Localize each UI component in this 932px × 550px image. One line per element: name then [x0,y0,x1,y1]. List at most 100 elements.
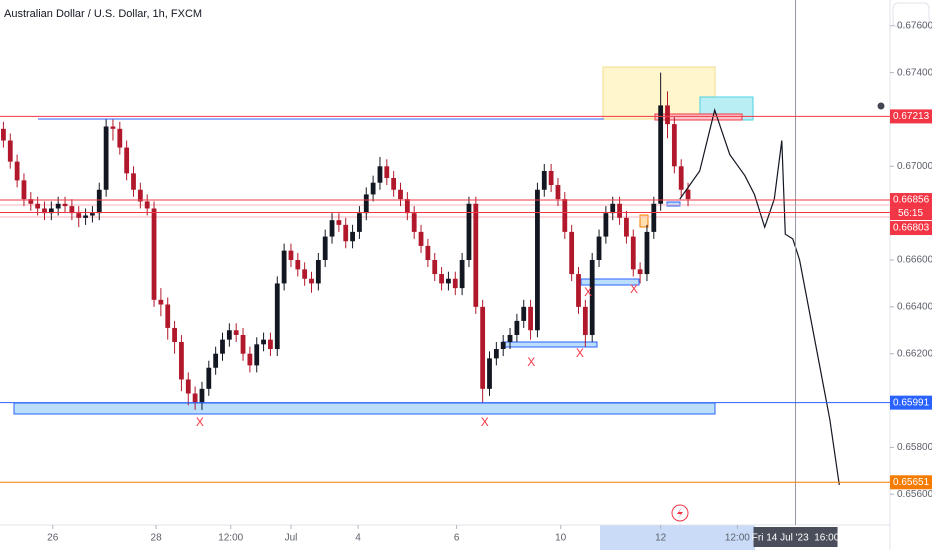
crosshair-label-box [753,527,838,547]
candle-body [165,304,171,328]
price-label-box [890,221,932,236]
candle-body [288,250,294,260]
x-tick-label: Jul [285,533,298,544]
candle-body [370,182,376,195]
y-tick-label: 0.67400 [897,67,932,78]
candle-body [480,306,486,389]
zone-box [13,402,716,415]
zone-box [639,214,649,228]
alert-dot [877,102,885,110]
candle-body [644,231,650,275]
candle-body [617,203,622,218]
candle-body [42,208,47,214]
countdown-box [890,207,932,221]
candle-body [357,213,362,232]
candle-body [576,274,581,307]
x-tick-label: 12:00 [218,533,243,544]
candle-body [685,189,691,200]
candle-body [596,236,602,260]
candle-body [96,189,102,214]
annotation: X [630,282,638,296]
candle-body [452,278,458,289]
scale-button[interactable] [892,2,930,28]
candle-body [302,269,308,279]
candle-body [535,189,540,331]
candle-body [404,199,410,214]
candle-body [247,353,253,366]
candle-body [541,170,547,190]
candle-body [555,185,561,200]
candle-body [1,128,6,141]
candle-body [418,231,424,246]
x-tick-label: 6 [454,533,460,544]
candle-body [206,367,212,389]
candle-body [391,178,397,190]
candle-body [199,388,205,403]
candle-body [363,194,369,214]
candle-body [315,260,321,284]
candle-body [439,274,444,284]
x-tick-label: 28 [151,533,163,544]
y-tick-label: 0.65800 [897,442,932,453]
candle-body [678,166,684,190]
candle-body [220,339,225,354]
x-tick-label: 10 [555,533,567,544]
zone-box [666,201,681,207]
zone-box [654,113,743,121]
candle-body [268,339,273,350]
candle-body [610,203,616,214]
zone-box [580,278,640,286]
candle-body [507,334,513,342]
candle-body [329,220,335,237]
candle-body [671,124,677,167]
candle-body [295,260,301,270]
candle-body [14,161,20,181]
candle-body [240,334,246,354]
price-label-box [890,475,932,490]
candle-body [309,278,314,284]
candle-body [569,231,575,275]
price-label-box [890,109,932,124]
candle-body [514,320,520,335]
projection-line [679,107,840,485]
candle-body [473,203,479,307]
candle-body [658,105,664,204]
event-icon-glyph [677,507,683,519]
candle-body [185,379,191,394]
candle-body [90,213,95,216]
candle-body [131,173,136,190]
chart-title: Australian Dollar / U.S. Dollar, 1h, FXC… [4,8,202,20]
candle-body [500,341,506,350]
x-tick-label: 26 [47,533,59,544]
candle-body [55,203,61,209]
annotation: X [527,355,535,369]
candle-body [137,189,143,202]
y-tick-label: 0.66600 [897,255,932,266]
candle-body [336,220,342,225]
x-range-highlight [600,525,755,550]
candle-body [117,128,123,148]
candle-body [548,170,554,186]
x-tick-label: 12:00 [725,533,750,544]
y-tick-label: 0.66200 [897,348,932,359]
candle-body [281,250,287,284]
candle-body [665,105,670,125]
candle-body [425,245,431,260]
y-tick-label: 0.67000 [897,161,932,172]
candle-body [192,393,198,403]
candle-body [261,339,266,345]
x-tick-label: 12 [655,533,667,544]
candle-body [459,260,465,289]
candle-body [172,327,177,342]
candle-body [151,208,157,300]
candle-body [493,349,499,359]
candle-body [637,269,643,275]
candle-body [446,278,451,284]
candle-body [343,224,349,242]
candle-body [432,260,438,275]
candle-body [233,330,239,335]
y-tick-label: 0.65600 [897,489,932,500]
candle-body [69,206,75,214]
candle-body [124,147,130,174]
candle-body [213,353,219,368]
